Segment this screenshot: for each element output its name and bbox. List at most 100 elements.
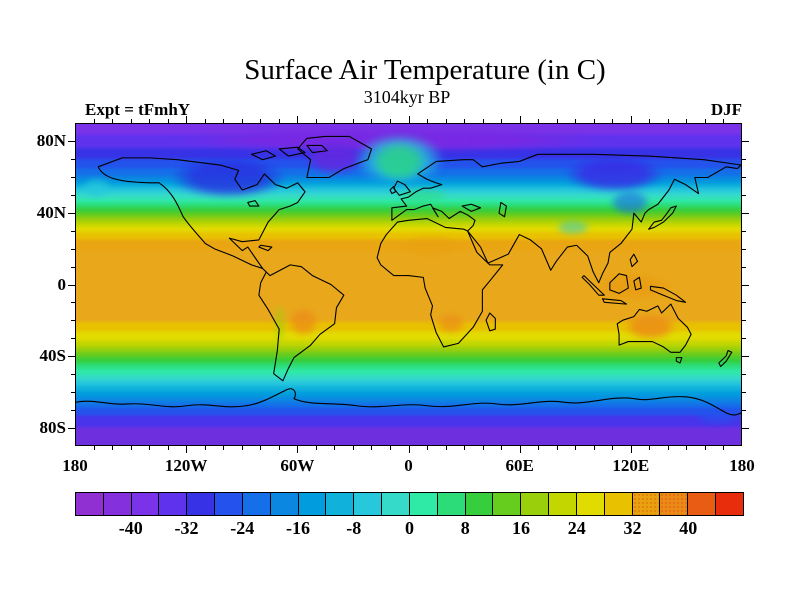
x-tick: [204, 446, 206, 450]
y-axis-label: 80N: [36, 130, 66, 150]
colorbar-cell: [102, 492, 132, 516]
feature-n-atlantic-warm-core: [362, 134, 437, 189]
feature-europe-mild: [386, 184, 461, 207]
x-tick: [334, 446, 336, 450]
feature-ross-sea-blue: [685, 405, 741, 428]
feature-n-america-cold: [149, 148, 307, 207]
y-tick: [742, 410, 746, 412]
y-tick: [68, 212, 75, 214]
y-tick: [742, 158, 746, 160]
chart-title: Surface Air Temperature (in C): [244, 54, 606, 86]
colorbar-cell: [464, 492, 494, 516]
feature-s-america-warm: [282, 302, 324, 342]
season-label: DJF: [710, 100, 742, 119]
y-axis-label: 40N: [36, 202, 66, 222]
colorbar-tick-label: 32: [623, 518, 642, 538]
y-tick: [742, 266, 746, 268]
colorbar-tick-label: 24: [567, 518, 586, 538]
colorbar-cell: [241, 492, 271, 516]
x-tick: [519, 116, 521, 123]
colorbar-cell: [520, 492, 550, 516]
x-tick: [186, 446, 188, 453]
y-tick: [742, 140, 749, 142]
x-tick: [686, 446, 688, 450]
x-tick: [612, 446, 614, 450]
feature-ne-asia-cold: [602, 184, 658, 221]
x-axis-label: 60W: [280, 456, 315, 475]
x-axis-label: 60E: [505, 456, 534, 475]
feature-andes-cool: [271, 295, 287, 353]
x-tick: [241, 446, 243, 450]
x-tick: [408, 446, 410, 453]
experiment-label: Expt = tFmhY: [85, 100, 191, 119]
y-tick: [742, 230, 746, 232]
x-tick: [167, 446, 169, 450]
y-tick: [742, 338, 746, 340]
y-tick: [742, 302, 746, 304]
colorbar-cell: [631, 492, 661, 516]
colorbar-cell: [75, 492, 104, 516]
colorbar-cell: [715, 492, 744, 516]
x-tick: [630, 446, 632, 453]
colorbar-tick-label: -16: [286, 518, 310, 538]
x-tick: [593, 446, 595, 450]
colorbar-cell: [687, 492, 717, 516]
chart-subtitle: 3104kyr BP: [363, 87, 451, 107]
x-tick: [93, 446, 95, 450]
y-axis-label: 0: [57, 274, 67, 294]
x-axis-label: 120W: [164, 456, 208, 475]
colorbar-tick-label: 0: [405, 518, 414, 538]
y-tick: [68, 356, 75, 358]
feature-maritime-warm: [578, 266, 690, 306]
colorbar-cell: [130, 492, 160, 516]
colorbar-labels: -40 -32 -24 -16 -8 0 8 16 24 32 40: [75, 518, 744, 540]
x-axis-label: 180: [729, 456, 755, 475]
y-tick: [742, 194, 746, 196]
x-tick: [352, 446, 354, 450]
x-tick: [704, 446, 706, 450]
x-tick: [260, 446, 262, 450]
y-tick: [742, 248, 746, 250]
colorbar-cell: [492, 492, 522, 516]
x-tick: [445, 446, 447, 450]
colorbar-cell: [214, 492, 243, 516]
x-tick: [278, 446, 280, 450]
x-tick: [297, 116, 299, 123]
colorbar-tick-label: -32: [174, 518, 199, 538]
x-tick: [556, 446, 558, 450]
colorbar-cell: [436, 492, 466, 516]
colorbar-tick-label: 16: [512, 518, 530, 538]
y-tick: [742, 320, 746, 322]
y-tick: [68, 284, 75, 286]
colorbar-cell: [353, 492, 383, 516]
feature-kalahari-warm: [430, 309, 472, 338]
colorbar-cell: [381, 492, 410, 516]
x-tick: [667, 446, 669, 450]
x-tick: [538, 446, 540, 450]
x-tick: [149, 446, 151, 450]
colorbar-cell: [158, 492, 188, 516]
x-tick: [408, 116, 410, 123]
x-axis-label: 120E: [612, 456, 650, 475]
map-plot-area: [75, 123, 742, 446]
colorbar-cell: [297, 492, 327, 516]
x-tick: [223, 446, 225, 450]
colorbar-cell: [575, 492, 605, 516]
coastlines: [76, 124, 741, 445]
x-tick: [630, 116, 632, 123]
colorbar-cell: [659, 492, 689, 516]
feature-bering-warm: [76, 173, 117, 203]
x-tick: [130, 446, 132, 450]
x-tick: [723, 446, 725, 450]
x-tick: [519, 446, 521, 453]
x-tick: [297, 446, 299, 453]
y-tick: [742, 428, 749, 430]
x-tick: [482, 446, 484, 450]
y-tick: [742, 176, 746, 178]
x-axis-label: 0: [404, 456, 413, 475]
y-tick: [742, 374, 746, 376]
colorbar-cell: [325, 492, 355, 516]
feature-sahara-warm: [386, 231, 475, 264]
x-axis-label: 180: [62, 456, 88, 475]
